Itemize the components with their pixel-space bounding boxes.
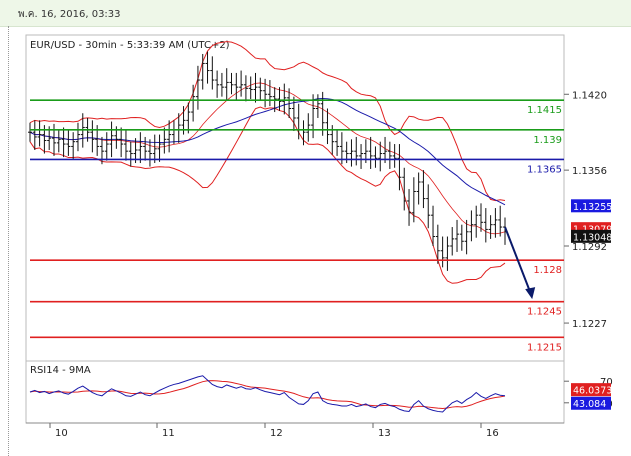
forecast-arrow-shaft xyxy=(504,226,532,293)
price-axis: 1.1420 1.1356 1.1292 1.1227 xyxy=(564,90,607,330)
bollinger-bands xyxy=(29,41,506,284)
level-label-3: 1.128 xyxy=(533,265,562,276)
price-candles xyxy=(28,51,507,271)
forecast-arrow-head xyxy=(525,287,536,300)
time-label-0: 10 xyxy=(55,428,68,439)
rsi-tag-label-1: 43.084 xyxy=(573,399,606,410)
main-pane-frame xyxy=(25,34,565,362)
level-label-1: 1.139 xyxy=(533,135,562,146)
price-tick-label-3: 1.1227 xyxy=(572,319,607,330)
time-label-3: 13 xyxy=(378,428,391,439)
rsi-tick-label-0: 70 xyxy=(600,377,613,388)
price-tick-label-2: 1.1292 xyxy=(572,242,607,253)
rsi-label: RSI14 - 9MA xyxy=(30,365,91,376)
lower-band xyxy=(29,106,506,284)
middle-band xyxy=(29,82,506,235)
level-label-0: 1.1415 xyxy=(527,105,562,116)
rsi-ma-line xyxy=(29,380,506,409)
time-label-1: 11 xyxy=(162,428,175,439)
time-label-2: 12 xyxy=(270,428,283,439)
rsi-tag-bg-0 xyxy=(571,383,611,397)
slow-ma xyxy=(29,97,506,206)
forecast-arrow xyxy=(504,226,536,300)
price-tag-label-2: 1.13048 xyxy=(573,232,612,243)
time-axis: 10 11 12 13 16 xyxy=(49,423,499,439)
rsi-tag-label-0: 46.0373 xyxy=(573,386,612,397)
rsi-line xyxy=(29,375,506,413)
chart-title: EUR/USD - 30min - 5:33:39 AM (UTC+2) xyxy=(30,40,230,51)
price-tick-label-1: 1.1356 xyxy=(572,166,607,177)
edge-divider xyxy=(8,26,10,456)
upper-band xyxy=(29,41,506,202)
date-label: พ.ค. 16, 2016, 03:33 xyxy=(18,9,121,20)
rsi-tag-bg-1 xyxy=(571,396,611,410)
horizontal-levels: 1.1415 1.139 1.1365 1.128 1.1245 1.1215 xyxy=(30,99,564,353)
level-label-2: 1.1365 xyxy=(527,164,562,175)
price-tag-label-0: 1.13255 xyxy=(573,202,612,213)
price-tag-bg-2 xyxy=(571,229,611,243)
level-label-5: 1.1215 xyxy=(527,342,562,353)
date-bar: พ.ค. 16, 2016, 03:33 xyxy=(0,0,631,27)
level-label-4: 1.1245 xyxy=(527,307,562,318)
price-tick-label-0: 1.1420 xyxy=(572,90,607,101)
time-label-4: 16 xyxy=(486,428,499,439)
price-tag-bg-0 xyxy=(571,199,611,213)
